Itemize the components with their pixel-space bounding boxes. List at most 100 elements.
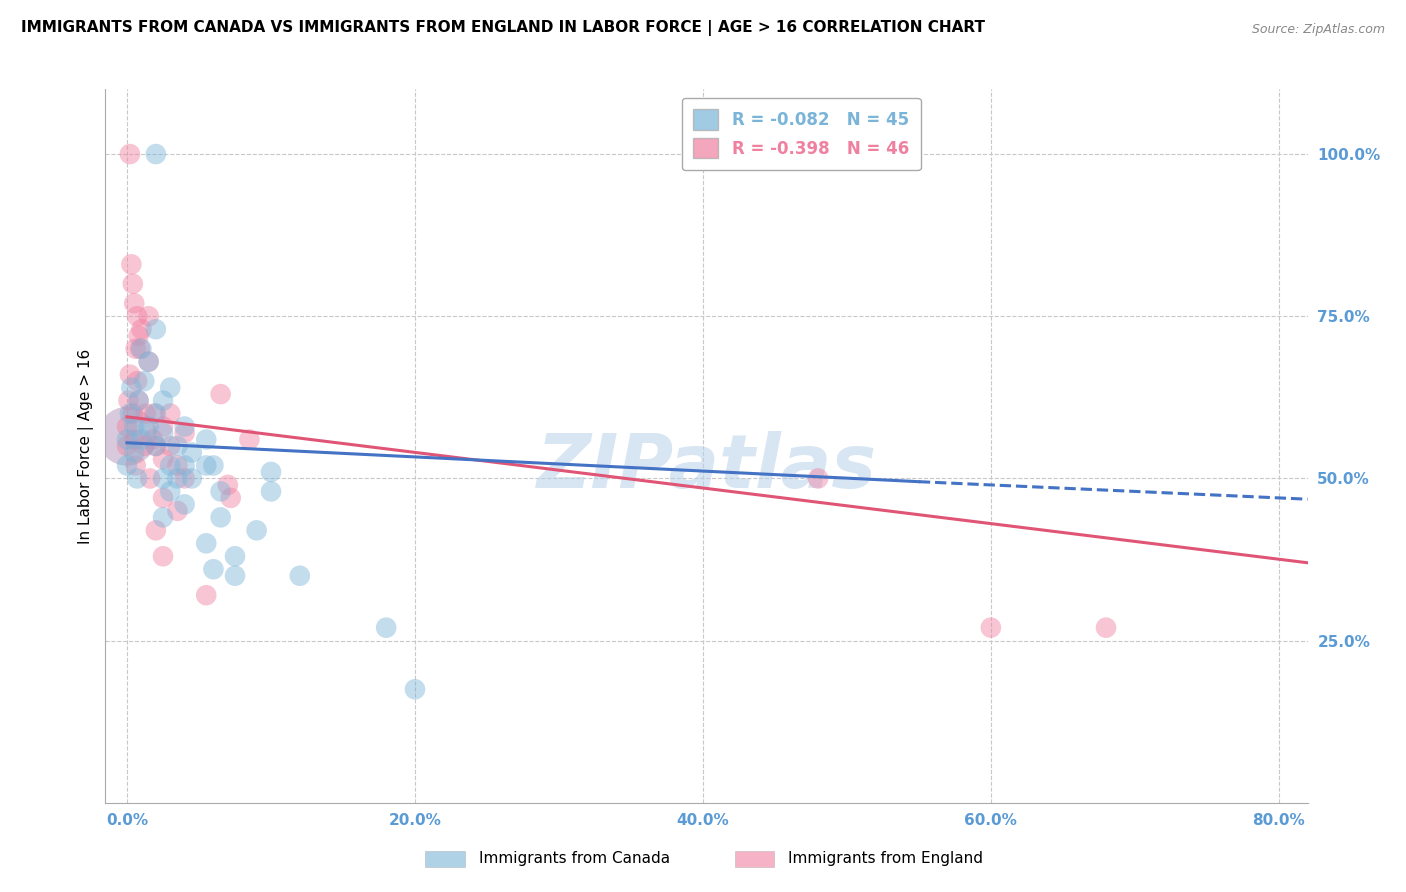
Point <box>180 471 202 485</box>
Point <box>166 504 188 518</box>
Point <box>209 484 232 499</box>
Point <box>122 433 145 447</box>
Point <box>121 277 143 291</box>
Point <box>115 429 138 443</box>
Point <box>209 387 232 401</box>
Point <box>209 510 232 524</box>
Point <box>173 425 195 440</box>
Point <box>166 439 188 453</box>
Point <box>138 354 160 368</box>
Point <box>375 621 398 635</box>
Point <box>138 354 160 368</box>
Point <box>118 368 141 382</box>
Point <box>120 381 142 395</box>
Point <box>127 310 149 324</box>
Point <box>135 407 157 421</box>
Point <box>122 445 145 459</box>
Point <box>142 433 165 447</box>
Point <box>118 407 141 421</box>
Point <box>404 682 426 697</box>
Point <box>127 471 149 485</box>
Point <box>129 342 152 356</box>
Point <box>152 491 174 505</box>
Point <box>138 310 160 324</box>
Point <box>120 257 142 271</box>
Point <box>260 465 283 479</box>
Point <box>217 478 239 492</box>
Point <box>131 433 153 447</box>
Point <box>807 471 830 485</box>
Point <box>134 374 156 388</box>
Point <box>173 471 195 485</box>
Point <box>122 419 145 434</box>
Point <box>145 524 167 538</box>
Point <box>173 419 195 434</box>
Point <box>152 471 174 485</box>
Point <box>131 342 153 356</box>
Point <box>166 458 188 473</box>
Point <box>125 458 148 473</box>
Text: ZIPatlas: ZIPatlas <box>537 431 876 504</box>
Point <box>202 458 225 473</box>
Point <box>152 393 174 408</box>
Point <box>118 147 141 161</box>
Point <box>195 588 218 602</box>
Point <box>166 471 188 485</box>
Point <box>115 433 138 447</box>
Point <box>128 328 150 343</box>
Point <box>117 393 139 408</box>
Point <box>238 433 260 447</box>
Point <box>152 425 174 440</box>
Point <box>202 562 225 576</box>
Y-axis label: In Labor Force | Age > 16: In Labor Force | Age > 16 <box>79 349 94 543</box>
Point <box>134 439 156 453</box>
Point <box>288 568 311 582</box>
Point <box>145 322 167 336</box>
Point <box>131 322 153 336</box>
Point <box>152 549 174 564</box>
Point <box>152 419 174 434</box>
Point <box>145 439 167 453</box>
Point <box>195 536 218 550</box>
Point <box>115 439 138 453</box>
Point <box>115 429 138 443</box>
Point <box>180 445 202 459</box>
Point <box>980 621 1002 635</box>
Point <box>159 407 181 421</box>
Text: Immigrants from England: Immigrants from England <box>787 852 983 866</box>
Point <box>139 471 162 485</box>
Point <box>121 407 143 421</box>
Point <box>224 568 246 582</box>
Point <box>115 458 138 473</box>
Point <box>138 419 160 434</box>
Point <box>122 296 145 310</box>
Point <box>145 407 167 421</box>
Point <box>224 549 246 564</box>
Point <box>195 458 218 473</box>
Point <box>219 491 242 505</box>
Point <box>159 484 181 499</box>
Point <box>152 452 174 467</box>
Point <box>173 458 195 473</box>
Point <box>127 374 149 388</box>
Point <box>1095 621 1118 635</box>
Point <box>125 342 148 356</box>
Point <box>195 433 218 447</box>
Legend: R = -0.082   N = 45, R = -0.398   N = 46: R = -0.082 N = 45, R = -0.398 N = 46 <box>682 97 921 169</box>
Text: IMMIGRANTS FROM CANADA VS IMMIGRANTS FROM ENGLAND IN LABOR FORCE | AGE > 16 CORR: IMMIGRANTS FROM CANADA VS IMMIGRANTS FRO… <box>21 20 986 36</box>
Point <box>159 439 181 453</box>
Point <box>128 393 150 408</box>
Point <box>115 419 138 434</box>
Point <box>260 484 283 499</box>
Point <box>152 510 174 524</box>
Point <box>145 147 167 161</box>
Point <box>246 524 269 538</box>
Text: Immigrants from Canada: Immigrants from Canada <box>478 852 669 866</box>
Text: Source: ZipAtlas.com: Source: ZipAtlas.com <box>1251 22 1385 36</box>
Point <box>145 439 167 453</box>
Point <box>159 458 181 473</box>
Point <box>173 497 195 511</box>
Point <box>143 407 166 421</box>
Point <box>128 393 150 408</box>
Point <box>159 381 181 395</box>
